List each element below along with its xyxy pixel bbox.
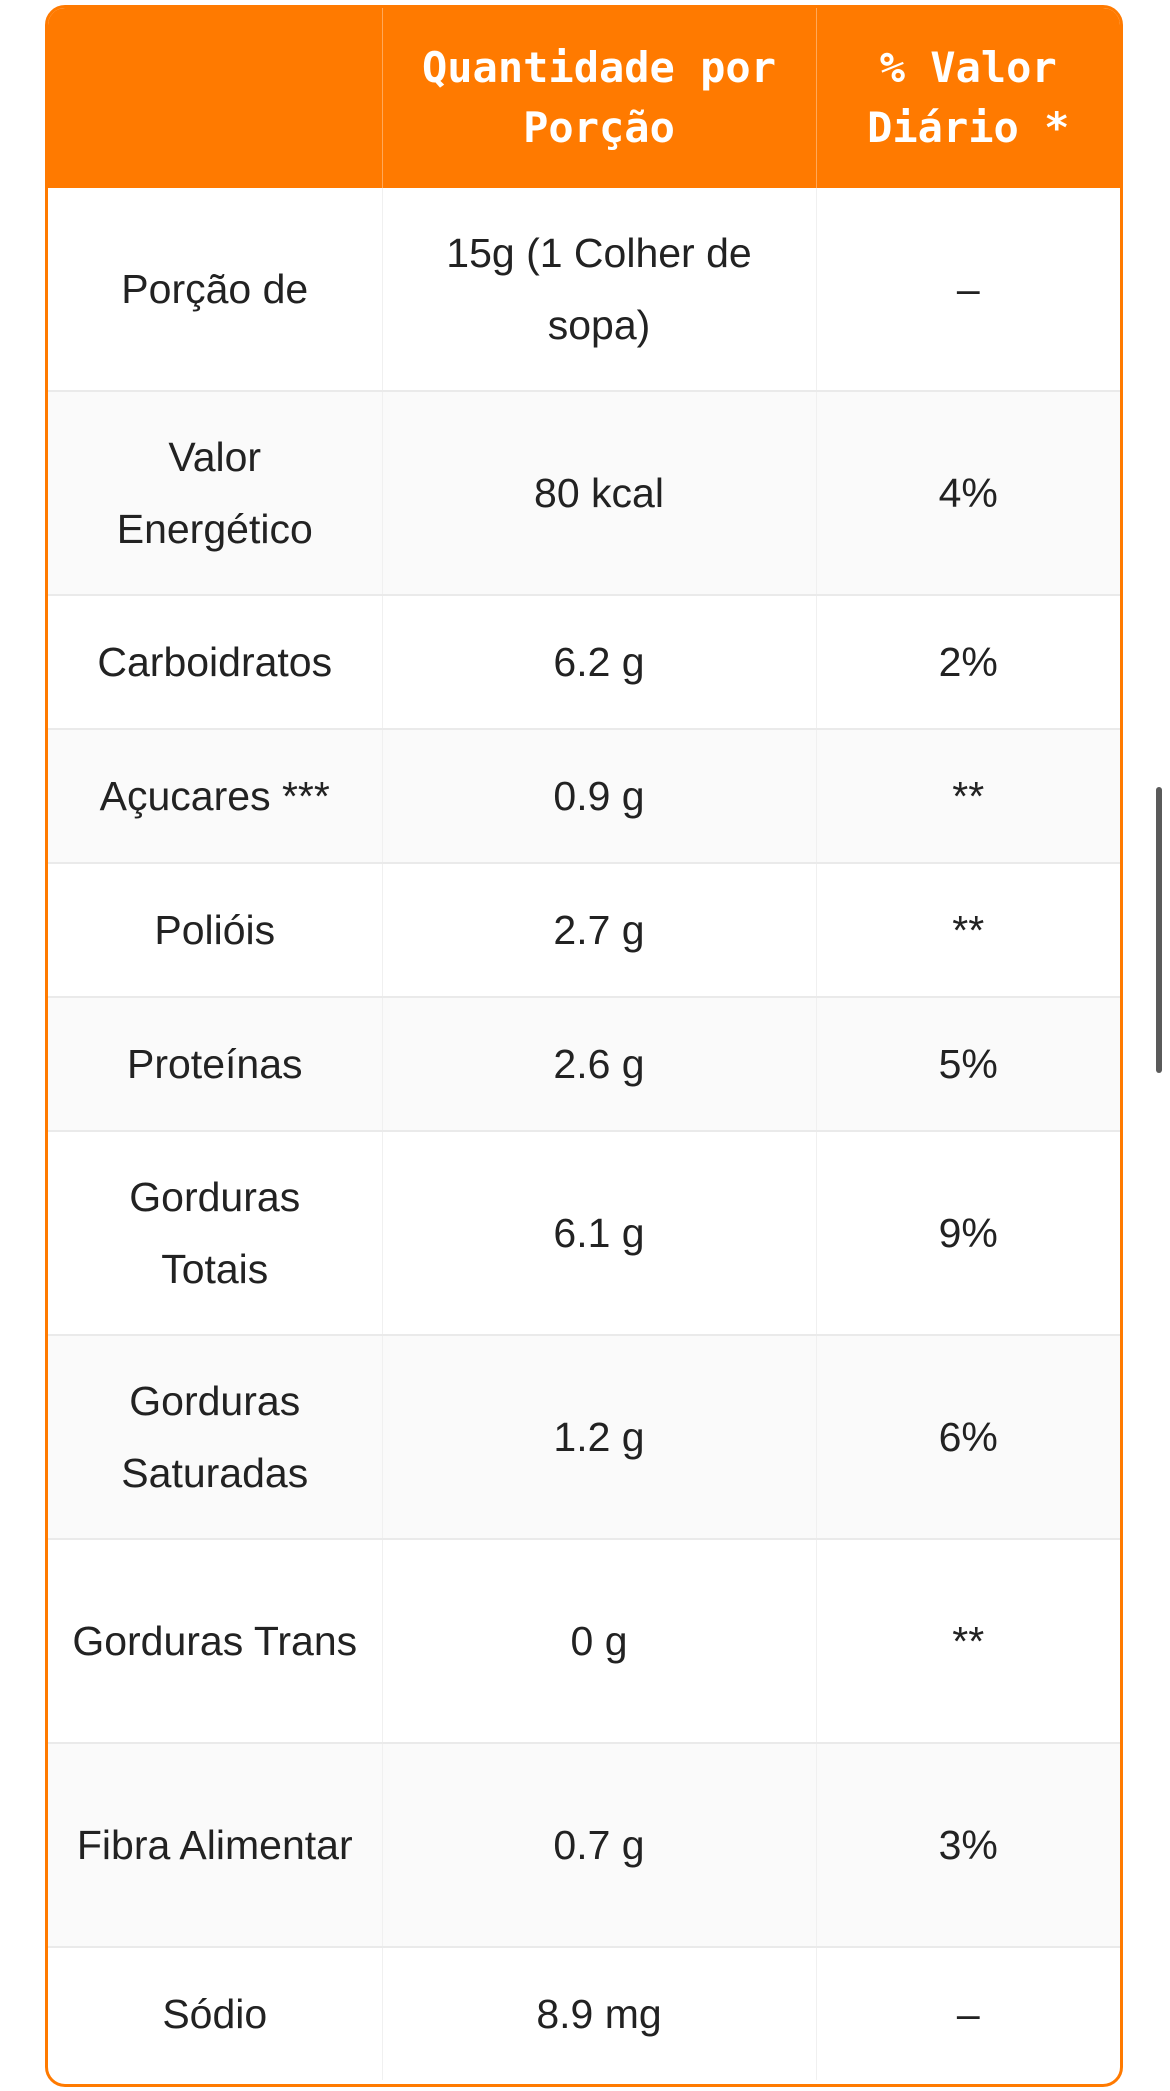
cell-amount: 1.2 g [382,1334,817,1539]
cell-daily-value: 2% [816,594,1120,729]
cell-nutrient: Fibra Alimentar [48,1742,383,1947]
table-row: Porção de 15g (1 Colher de sopa) – [48,188,1120,391]
table-header: Quantidade por Porção % Valor Diário * [48,8,1120,188]
table-row: Sódio 8.9 mg – [48,1946,1120,2080]
cell-nutrient: Valor Energético [48,390,383,595]
cell-amount: 0.9 g [382,728,817,863]
table-row: Valor Energético 80 kcal 4% [48,390,1120,595]
table-row: Gorduras Saturadas 1.2 g 6% [48,1334,1120,1539]
cell-amount: 6.2 g [382,594,817,729]
cell-nutrient: Sódio [48,1946,383,2080]
table-row: Fibra Alimentar 0.7 g 3% [48,1742,1120,1947]
cell-daily-value: 5% [816,996,1120,1131]
table-row: Proteínas 2.6 g 5% [48,996,1120,1131]
cell-amount: 0 g [382,1538,817,1743]
nutrition-table: Quantidade por Porção % Valor Diário * P… [48,8,1120,2080]
table-row: Gorduras Trans 0 g ** [48,1538,1120,1743]
header-row: Quantidade por Porção % Valor Diário * [48,8,1120,188]
table-body: Porção de 15g (1 Colher de sopa) – Valor… [48,188,1120,2080]
cell-daily-value: ** [816,862,1120,997]
cell-amount: 80 kcal [382,390,817,595]
cell-daily-value: 9% [816,1130,1120,1335]
table-row: Açucares *** 0.9 g ** [48,728,1120,863]
cell-nutrient: Carboidratos [48,594,383,729]
table-row: Polióis 2.7 g ** [48,862,1120,997]
cell-amount: 6.1 g [382,1130,817,1335]
cell-amount: 2.6 g [382,996,817,1131]
vertical-scrollbar[interactable] [1156,787,1162,1073]
cell-daily-value: ** [816,728,1120,863]
cell-nutrient: Gorduras Trans [48,1538,383,1743]
cell-amount: 8.9 mg [382,1946,817,2080]
cell-nutrient: Proteínas [48,996,383,1131]
cell-daily-value: 6% [816,1334,1120,1539]
cell-daily-value: 3% [816,1742,1120,1947]
cell-daily-value: – [816,1946,1120,2080]
cell-daily-value: ** [816,1538,1120,1743]
table-row: Carboidratos 6.2 g 2% [48,594,1120,729]
cell-nutrient: Porção de [48,188,383,391]
cell-nutrient: Açucares *** [48,728,383,863]
cell-daily-value: – [956,266,980,312]
cell-amount: 2.7 g [382,862,817,997]
table-row: Gorduras Totais 6.1 g 9% [48,1130,1120,1335]
cell-nutrient: Gorduras Totais [48,1130,383,1335]
cell-amount: 0.7 g [382,1742,817,1947]
cell-amount: 15g (1 Colher de sopa) [382,188,817,391]
cell-nutrient: Gorduras Saturadas [48,1334,383,1539]
header-nutrient [48,8,383,188]
cell-daily-value: 4% [816,390,1120,595]
nutrition-table-container: Quantidade por Porção % Valor Diário * P… [45,5,1123,2087]
cell-nutrient: Polióis [48,862,383,997]
header-amount-per-serving: Quantidade por Porção [382,8,817,188]
header-daily-value: % Valor Diário * [816,8,1120,188]
